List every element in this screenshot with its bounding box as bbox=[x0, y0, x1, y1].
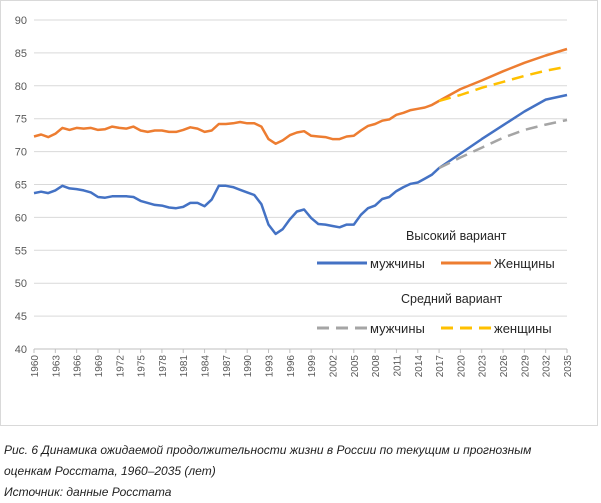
x-tick-label: 1981 bbox=[179, 355, 190, 378]
series-line-mid-2 bbox=[438, 118, 568, 170]
y-tick-label: 60 bbox=[15, 212, 27, 224]
x-tick-label: 1978 bbox=[158, 355, 169, 378]
x-tick-label: 1972 bbox=[115, 355, 126, 378]
y-tick-label: 85 bbox=[15, 48, 27, 60]
caption-line-2: оценкам Росстата, 1960–2035 (лет) bbox=[4, 464, 216, 478]
x-tick-label: 2032 bbox=[542, 355, 553, 378]
chart-frame: 40 45 50 55 60 65 70 75 80 85 90 1960 1963 1966 1969 19… bbox=[0, 0, 598, 426]
series-line-high-1 bbox=[33, 47, 568, 145]
x-tick-label: 2014 bbox=[414, 355, 425, 378]
x-tick-label: 1999 bbox=[307, 355, 318, 378]
gridlines bbox=[34, 19, 567, 350]
series-line-high-0 bbox=[33, 93, 568, 236]
caption-source: Источник: данные Росстата bbox=[4, 485, 172, 499]
x-tick-label: 1987 bbox=[222, 355, 233, 378]
y-tick-label: 45 bbox=[15, 311, 27, 323]
x-tick-label: 1960 bbox=[30, 355, 41, 378]
legend-label-high-women: Женщины bbox=[494, 256, 555, 271]
y-tick-label: 40 bbox=[15, 344, 27, 356]
legend-label-mid-women: женщины bbox=[494, 321, 552, 336]
x-tick-label: 2020 bbox=[456, 355, 467, 378]
caption-line-1: Рис. 6 Динамика ожидаемой продолжительно… bbox=[4, 443, 532, 457]
axes: 40 45 50 55 60 65 70 75 80 85 90 1960 1963 1966 1969 19… bbox=[15, 15, 574, 377]
x-tick-label: 2002 bbox=[328, 355, 339, 378]
x-tick-label: 1984 bbox=[201, 355, 212, 378]
life-expectancy-chart: 40 45 50 55 60 65 70 75 80 85 90 1960 1963 1966 1969 19… bbox=[15, 15, 574, 377]
x-tick-label: 1993 bbox=[265, 355, 276, 378]
series-line-mid-3 bbox=[438, 65, 568, 103]
x-tick-label: 1969 bbox=[94, 355, 105, 378]
legend-title-high: Высокий вариант bbox=[406, 229, 507, 243]
legend-title-mid: Средний вариант bbox=[401, 292, 503, 306]
y-tick-label: 90 bbox=[15, 15, 27, 27]
x-tick-label: 2008 bbox=[371, 355, 382, 378]
x-tick-label: 2029 bbox=[520, 355, 531, 378]
y-tick-label: 70 bbox=[15, 147, 27, 159]
y-tick-label: 55 bbox=[15, 245, 27, 257]
x-tick-label: 2026 bbox=[499, 355, 510, 378]
x-tick-label: 1963 bbox=[51, 355, 62, 378]
y-tick-label: 65 bbox=[15, 180, 27, 192]
x-tick-label: 2017 bbox=[435, 355, 446, 378]
legend-label-mid-men: мужчины bbox=[370, 321, 425, 336]
x-tick-label: 1975 bbox=[137, 355, 148, 378]
x-tick-label: 2011 bbox=[392, 355, 403, 377]
series-lines bbox=[33, 47, 568, 236]
x-tick-label: 1966 bbox=[73, 355, 84, 378]
x-tick-label: 2035 bbox=[563, 355, 574, 378]
legend: Высокий вариант мужчины Женщины Средний … bbox=[317, 229, 555, 336]
y-tick-label: 80 bbox=[15, 81, 27, 93]
x-tick-label: 1990 bbox=[243, 355, 254, 378]
y-tick-label: 75 bbox=[15, 114, 27, 126]
figure-caption: Рис. 6 Динамика ожидаемой продолжительно… bbox=[4, 440, 601, 503]
x-tick-label: 2005 bbox=[350, 355, 361, 378]
x-tick-label: 1996 bbox=[286, 355, 297, 378]
x-tick-label: 2023 bbox=[478, 355, 489, 378]
legend-label-high-men: мужчины bbox=[370, 256, 425, 271]
y-tick-label: 50 bbox=[15, 278, 27, 290]
